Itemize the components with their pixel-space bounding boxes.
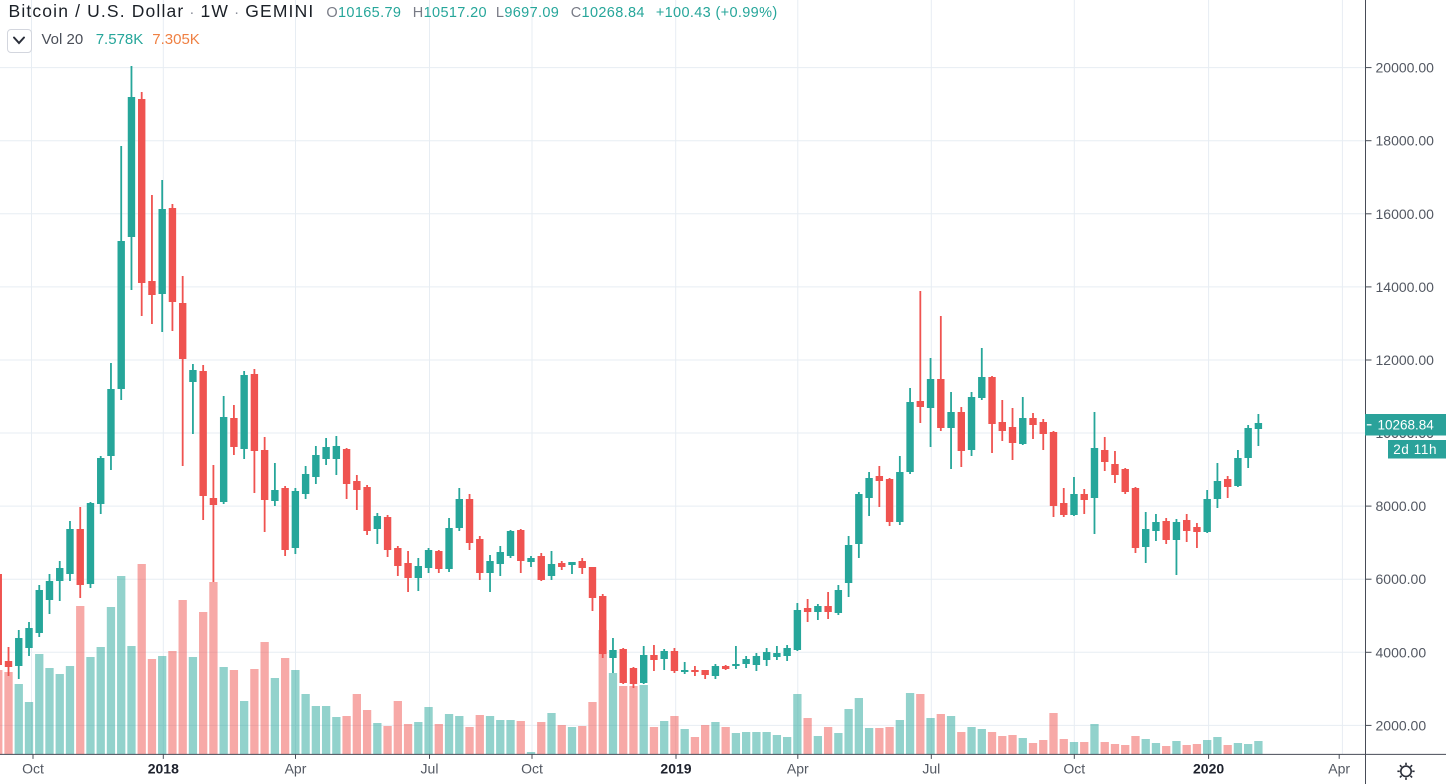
svg-text:16000.00: 16000.00 [1376, 206, 1435, 222]
svg-text:2019: 2019 [660, 761, 691, 777]
svg-text:Jul: Jul [421, 761, 439, 777]
svg-text:2020: 2020 [1193, 761, 1224, 777]
svg-text:Oct: Oct [521, 761, 543, 777]
svg-text:20000.00: 20000.00 [1376, 60, 1435, 76]
svg-text:Apr: Apr [285, 761, 307, 777]
svg-text:2018: 2018 [148, 761, 179, 777]
svg-text:14000.00: 14000.00 [1376, 279, 1435, 295]
svg-text:18000.00: 18000.00 [1376, 133, 1435, 149]
svg-text:2000.00: 2000.00 [1376, 717, 1427, 733]
svg-text:8000.00: 8000.00 [1376, 498, 1427, 514]
svg-text:Oct: Oct [1063, 761, 1085, 777]
svg-text:Jul: Jul [922, 761, 940, 777]
svg-text:22000.00: 22000.00 [1376, 0, 1435, 3]
svg-text:4000.00: 4000.00 [1376, 644, 1427, 660]
svg-text:Oct: Oct [22, 761, 44, 777]
svg-text:10268.84: 10268.84 [1378, 418, 1435, 433]
svg-text:Apr: Apr [1328, 761, 1350, 777]
svg-text:2d 11h: 2d 11h [1393, 442, 1437, 457]
svg-text:12000.00: 12000.00 [1376, 352, 1435, 368]
svg-text:6000.00: 6000.00 [1376, 571, 1427, 587]
svg-text:Apr: Apr [787, 761, 809, 777]
